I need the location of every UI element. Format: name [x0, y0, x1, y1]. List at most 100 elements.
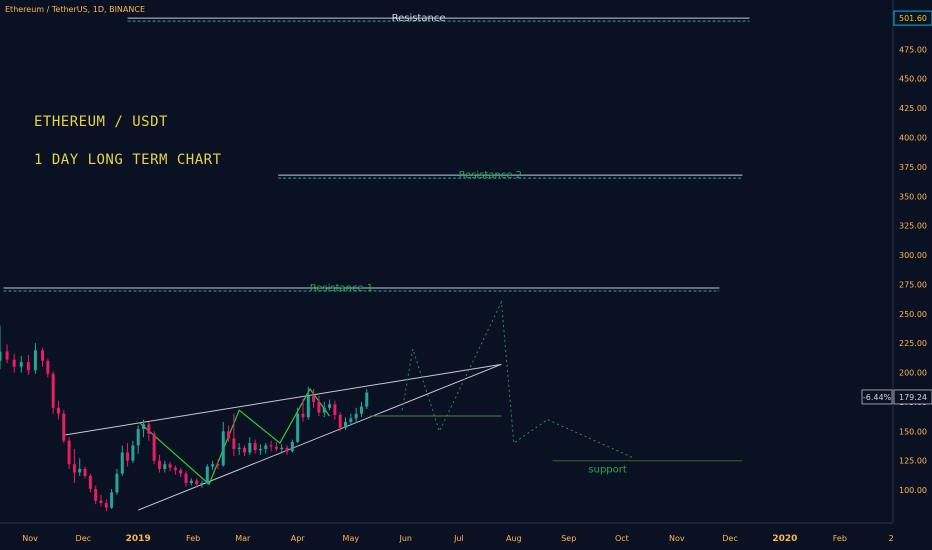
- candle-body: [51, 373, 55, 408]
- candle-body: [33, 350, 37, 371]
- level-label: Resistance 2: [459, 170, 522, 181]
- candle: [12, 353, 16, 373]
- candle-body: [78, 468, 82, 473]
- candle-body: [67, 440, 71, 465]
- projection-line: [401, 300, 635, 459]
- x-tick-label: Sep: [561, 534, 576, 543]
- x-tick-label: May: [343, 534, 360, 543]
- candle: [290, 439, 294, 453]
- candle-body: [301, 413, 305, 418]
- candle-body: [94, 488, 98, 501]
- candle-body: [46, 360, 50, 374]
- candle: [264, 443, 268, 454]
- y-tick-label: 300.00: [899, 251, 927, 260]
- y-tick-label: 200.00: [899, 369, 927, 378]
- candle: [136, 425, 140, 454]
- candle: [205, 464, 209, 485]
- x-tick-label: Dec: [76, 534, 91, 543]
- candle: [152, 431, 156, 465]
- y-tick-label: 100.00: [899, 486, 927, 495]
- candle-body: [142, 424, 146, 429]
- symbol-header[interactable]: Ethereum / TetherUS, 1D, BINANCE: [5, 5, 146, 14]
- candle-body: [19, 361, 23, 367]
- candle-body: [258, 448, 262, 451]
- candle-body: [365, 392, 369, 407]
- candle-body: [232, 438, 236, 449]
- candle: [94, 485, 98, 505]
- x-tick-label: 2: [889, 534, 894, 543]
- y-tick-label: 250.00: [899, 310, 927, 319]
- candle-body: [328, 404, 332, 408]
- candle-body: [126, 452, 130, 461]
- x-tick-label: Oct: [615, 534, 629, 543]
- candle-body: [189, 480, 193, 484]
- candle: [296, 407, 300, 444]
- candle-body: [72, 464, 76, 473]
- y-tick-label: 225.00: [899, 339, 927, 348]
- candle: [83, 466, 87, 479]
- candle: [131, 440, 135, 464]
- y-tick-label: 325.00: [899, 222, 927, 231]
- candle-body: [179, 470, 183, 474]
- candle-body: [5, 351, 9, 360]
- candle-body: [322, 407, 326, 413]
- y-tick-label: 125.00: [899, 457, 927, 466]
- candle-body: [269, 445, 273, 447]
- candle-body: [312, 396, 316, 402]
- last-price-box: [893, 389, 932, 405]
- candle: [338, 412, 342, 432]
- candle-body: [131, 445, 135, 461]
- candle-body: [184, 473, 188, 484]
- x-tick-label: Apr: [291, 534, 306, 543]
- candle-body: [168, 464, 172, 468]
- zigzag-line: [139, 387, 331, 486]
- candle-body: [195, 480, 199, 485]
- candle: [227, 425, 231, 442]
- candle-body: [211, 464, 215, 467]
- wedge-upper-line: [65, 363, 502, 436]
- candle: [333, 400, 337, 420]
- candle-body: [216, 464, 220, 466]
- candle-body: [56, 407, 60, 414]
- candle-body: [253, 443, 257, 451]
- candle: [312, 389, 316, 408]
- y-tick-label: 375.00: [899, 163, 927, 172]
- candle: [78, 458, 82, 476]
- candle-body: [274, 446, 278, 449]
- candle: [189, 478, 193, 486]
- y-tick-label: 400.00: [899, 134, 927, 143]
- candle-body: [237, 447, 241, 449]
- y-tick-label: 275.00: [899, 280, 927, 289]
- y-tick-label: 425.00: [899, 104, 927, 113]
- candle: [237, 443, 241, 455]
- candle: [344, 417, 348, 431]
- candle-body: [227, 431, 231, 439]
- candle-body: [317, 401, 321, 413]
- candle: [179, 467, 183, 478]
- candle-body: [280, 447, 284, 449]
- y-tick-label: 450.00: [899, 75, 927, 84]
- candle: [5, 344, 9, 364]
- candle: [248, 437, 252, 455]
- candle: [216, 459, 220, 469]
- candle: [62, 410, 66, 444]
- candle-body: [12, 359, 16, 367]
- candle-body: [152, 433, 156, 461]
- candle: [67, 437, 71, 469]
- candle-body: [41, 350, 45, 361]
- candle: [243, 445, 247, 457]
- candle: [269, 440, 273, 452]
- last-price-label: 179.24: [899, 393, 927, 402]
- candle-body: [344, 421, 348, 428]
- candle: [322, 401, 326, 418]
- chart-note-title: ETHEREUM / USDT: [34, 114, 168, 130]
- candle-body: [115, 473, 119, 493]
- candle-body: [110, 492, 114, 508]
- candle-body: [104, 503, 108, 508]
- x-tick-label: Nov: [669, 534, 685, 543]
- candle: [46, 358, 50, 378]
- candle: [173, 465, 177, 475]
- highlight-price-box: [893, 10, 932, 26]
